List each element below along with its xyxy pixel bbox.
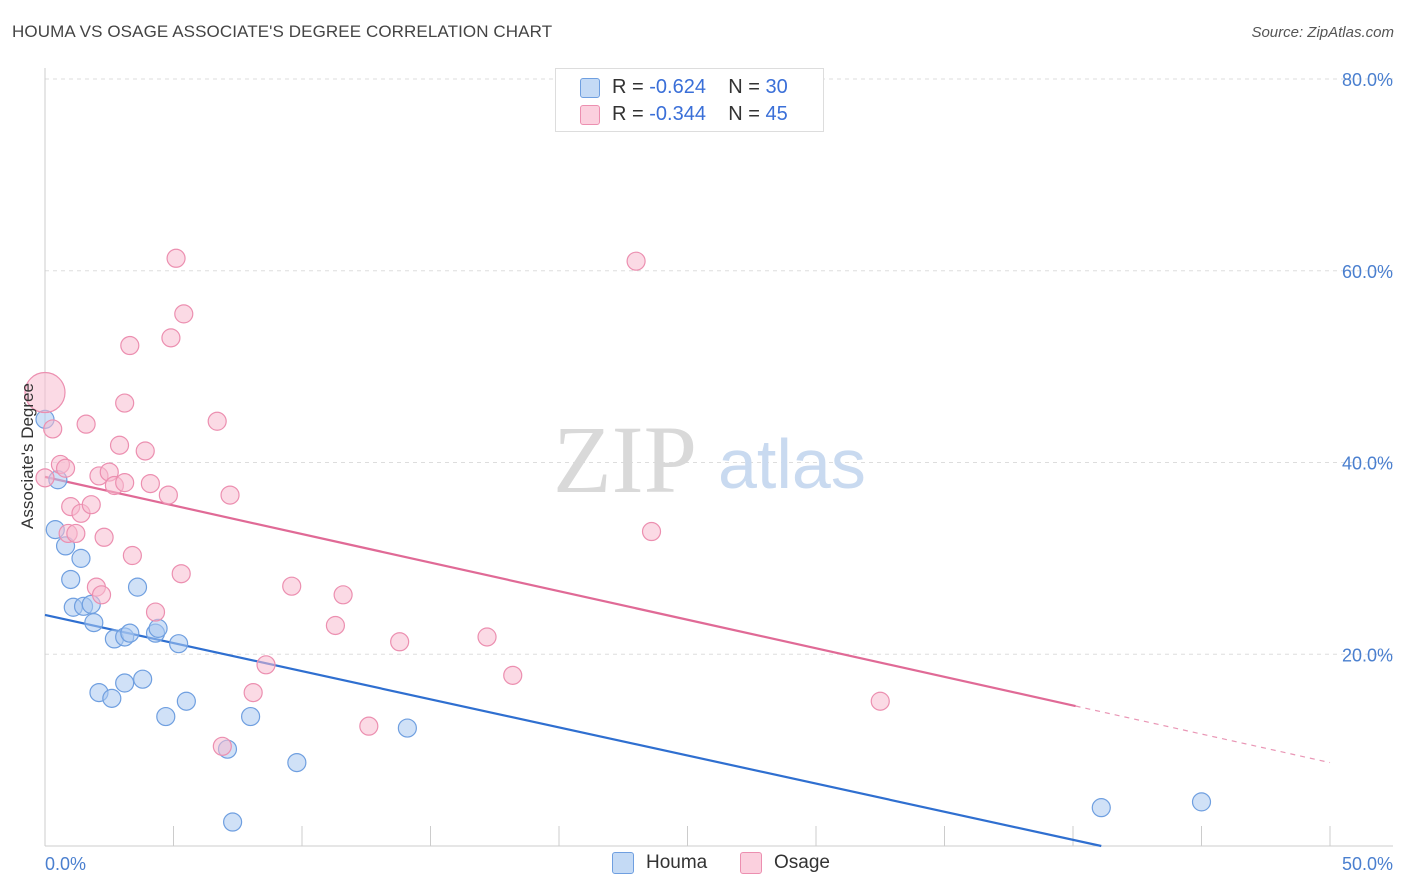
osage-point xyxy=(66,523,86,544)
houma-point xyxy=(115,673,135,693)
osage-legend-label: Osage xyxy=(774,852,830,873)
osage-point xyxy=(174,304,194,324)
osage-point xyxy=(325,615,346,636)
osage-point xyxy=(333,585,353,605)
osage-point xyxy=(256,655,276,675)
houma-point xyxy=(84,613,104,633)
watermark-atlas: atlas xyxy=(718,425,866,503)
osage-point xyxy=(158,485,178,505)
houma-trend-line xyxy=(44,613,1102,848)
houma-point xyxy=(102,688,122,708)
houma-point xyxy=(127,577,148,597)
watermark-zip: ZIP xyxy=(553,406,697,513)
y-tick-label: 60.0% xyxy=(1342,262,1393,282)
osage-point xyxy=(166,248,186,268)
houma-legend-swatch xyxy=(612,852,634,874)
osage-point xyxy=(35,468,55,488)
houma-point xyxy=(61,569,81,590)
houma-point xyxy=(156,706,176,727)
osage-point xyxy=(91,585,112,605)
x-tick-label: 50.0% xyxy=(1342,854,1393,874)
axes xyxy=(44,68,1393,847)
osage-point xyxy=(81,495,101,515)
houma-r-label: R = xyxy=(612,75,650,98)
osage-r-value: -0.344 xyxy=(649,102,706,125)
correlation-legend: R = -0.624 N = 30 R = -0.344 N = 45 xyxy=(555,68,824,132)
legend-item-houma[interactable]: Houma xyxy=(612,852,707,874)
grid-lines xyxy=(45,78,1393,655)
houma-point xyxy=(176,691,196,711)
trend-lines xyxy=(44,475,1331,848)
houma-point xyxy=(287,752,307,773)
houma-point xyxy=(397,718,417,738)
osage-trend-line xyxy=(44,475,1076,708)
y-tick-label: 40.0% xyxy=(1342,454,1393,474)
osage-point xyxy=(282,576,302,596)
legend-item-osage[interactable]: Osage xyxy=(740,852,830,874)
houma-point xyxy=(1091,798,1111,818)
osage-point xyxy=(161,328,181,348)
osage-point xyxy=(135,441,155,461)
y-tick-label: 80.0% xyxy=(1342,70,1393,90)
osage-point xyxy=(641,521,662,542)
houma-swatch xyxy=(580,78,600,98)
osage-point xyxy=(109,435,130,455)
osage-point xyxy=(115,393,135,413)
y-axis-label: Associate's Degree xyxy=(18,383,37,529)
osage-point xyxy=(171,564,191,584)
osage-point xyxy=(145,602,166,622)
osage-legend-swatch xyxy=(740,852,762,874)
houma-r-value: -0.624 xyxy=(649,75,706,98)
osage-point xyxy=(24,371,66,414)
osage-point xyxy=(870,691,890,711)
houma-point xyxy=(241,706,261,727)
source-label: Source: ZipAtlas.com xyxy=(1251,24,1394,41)
osage-point xyxy=(220,485,240,505)
x-tick-label: 0.0% xyxy=(45,854,86,874)
houma-point xyxy=(223,812,243,832)
osage-point xyxy=(115,473,135,493)
osage-r-label: R = xyxy=(612,102,650,125)
osage-point xyxy=(43,419,63,439)
houma-n-value: 30 xyxy=(765,75,788,98)
osage-point xyxy=(94,527,114,547)
osage-point xyxy=(626,251,646,271)
y-tick-label: 20.0% xyxy=(1342,645,1393,665)
osage-point xyxy=(212,736,232,756)
data-points xyxy=(24,248,1212,832)
houma-legend-label: Houma xyxy=(646,852,708,873)
houma-point xyxy=(120,623,140,643)
osage-n-value: 45 xyxy=(765,102,788,125)
chart-title: HOUMA VS OSAGE ASSOCIATE'S DEGREE CORREL… xyxy=(12,22,553,41)
osage-point xyxy=(55,458,76,478)
osage-point xyxy=(140,473,160,494)
watermark: ZIP atlas xyxy=(553,406,866,513)
osage-point xyxy=(477,627,497,647)
osage-point xyxy=(243,682,263,703)
osage-point xyxy=(122,545,142,566)
houma-point xyxy=(1191,792,1212,812)
houma-point xyxy=(148,618,168,638)
osage-point xyxy=(120,335,140,356)
osage-point xyxy=(207,411,227,431)
osage-point xyxy=(359,716,379,736)
houma-point xyxy=(71,548,91,568)
osage-trend-extension xyxy=(1075,705,1331,764)
osage-swatch xyxy=(580,105,600,125)
osage-n-label: N = xyxy=(728,102,766,125)
osage-point xyxy=(76,414,96,434)
houma-n-label: N = xyxy=(728,75,766,98)
houma-point xyxy=(133,669,153,689)
houma-point xyxy=(169,634,189,654)
osage-point xyxy=(390,632,410,652)
osage-point xyxy=(503,665,523,685)
series-legend: Houma Osage xyxy=(0,852,1406,878)
axis-labels: 20.0% 40.0% 60.0% 80.0% 0.0% 50.0% Associate's… xyxy=(18,70,1393,874)
